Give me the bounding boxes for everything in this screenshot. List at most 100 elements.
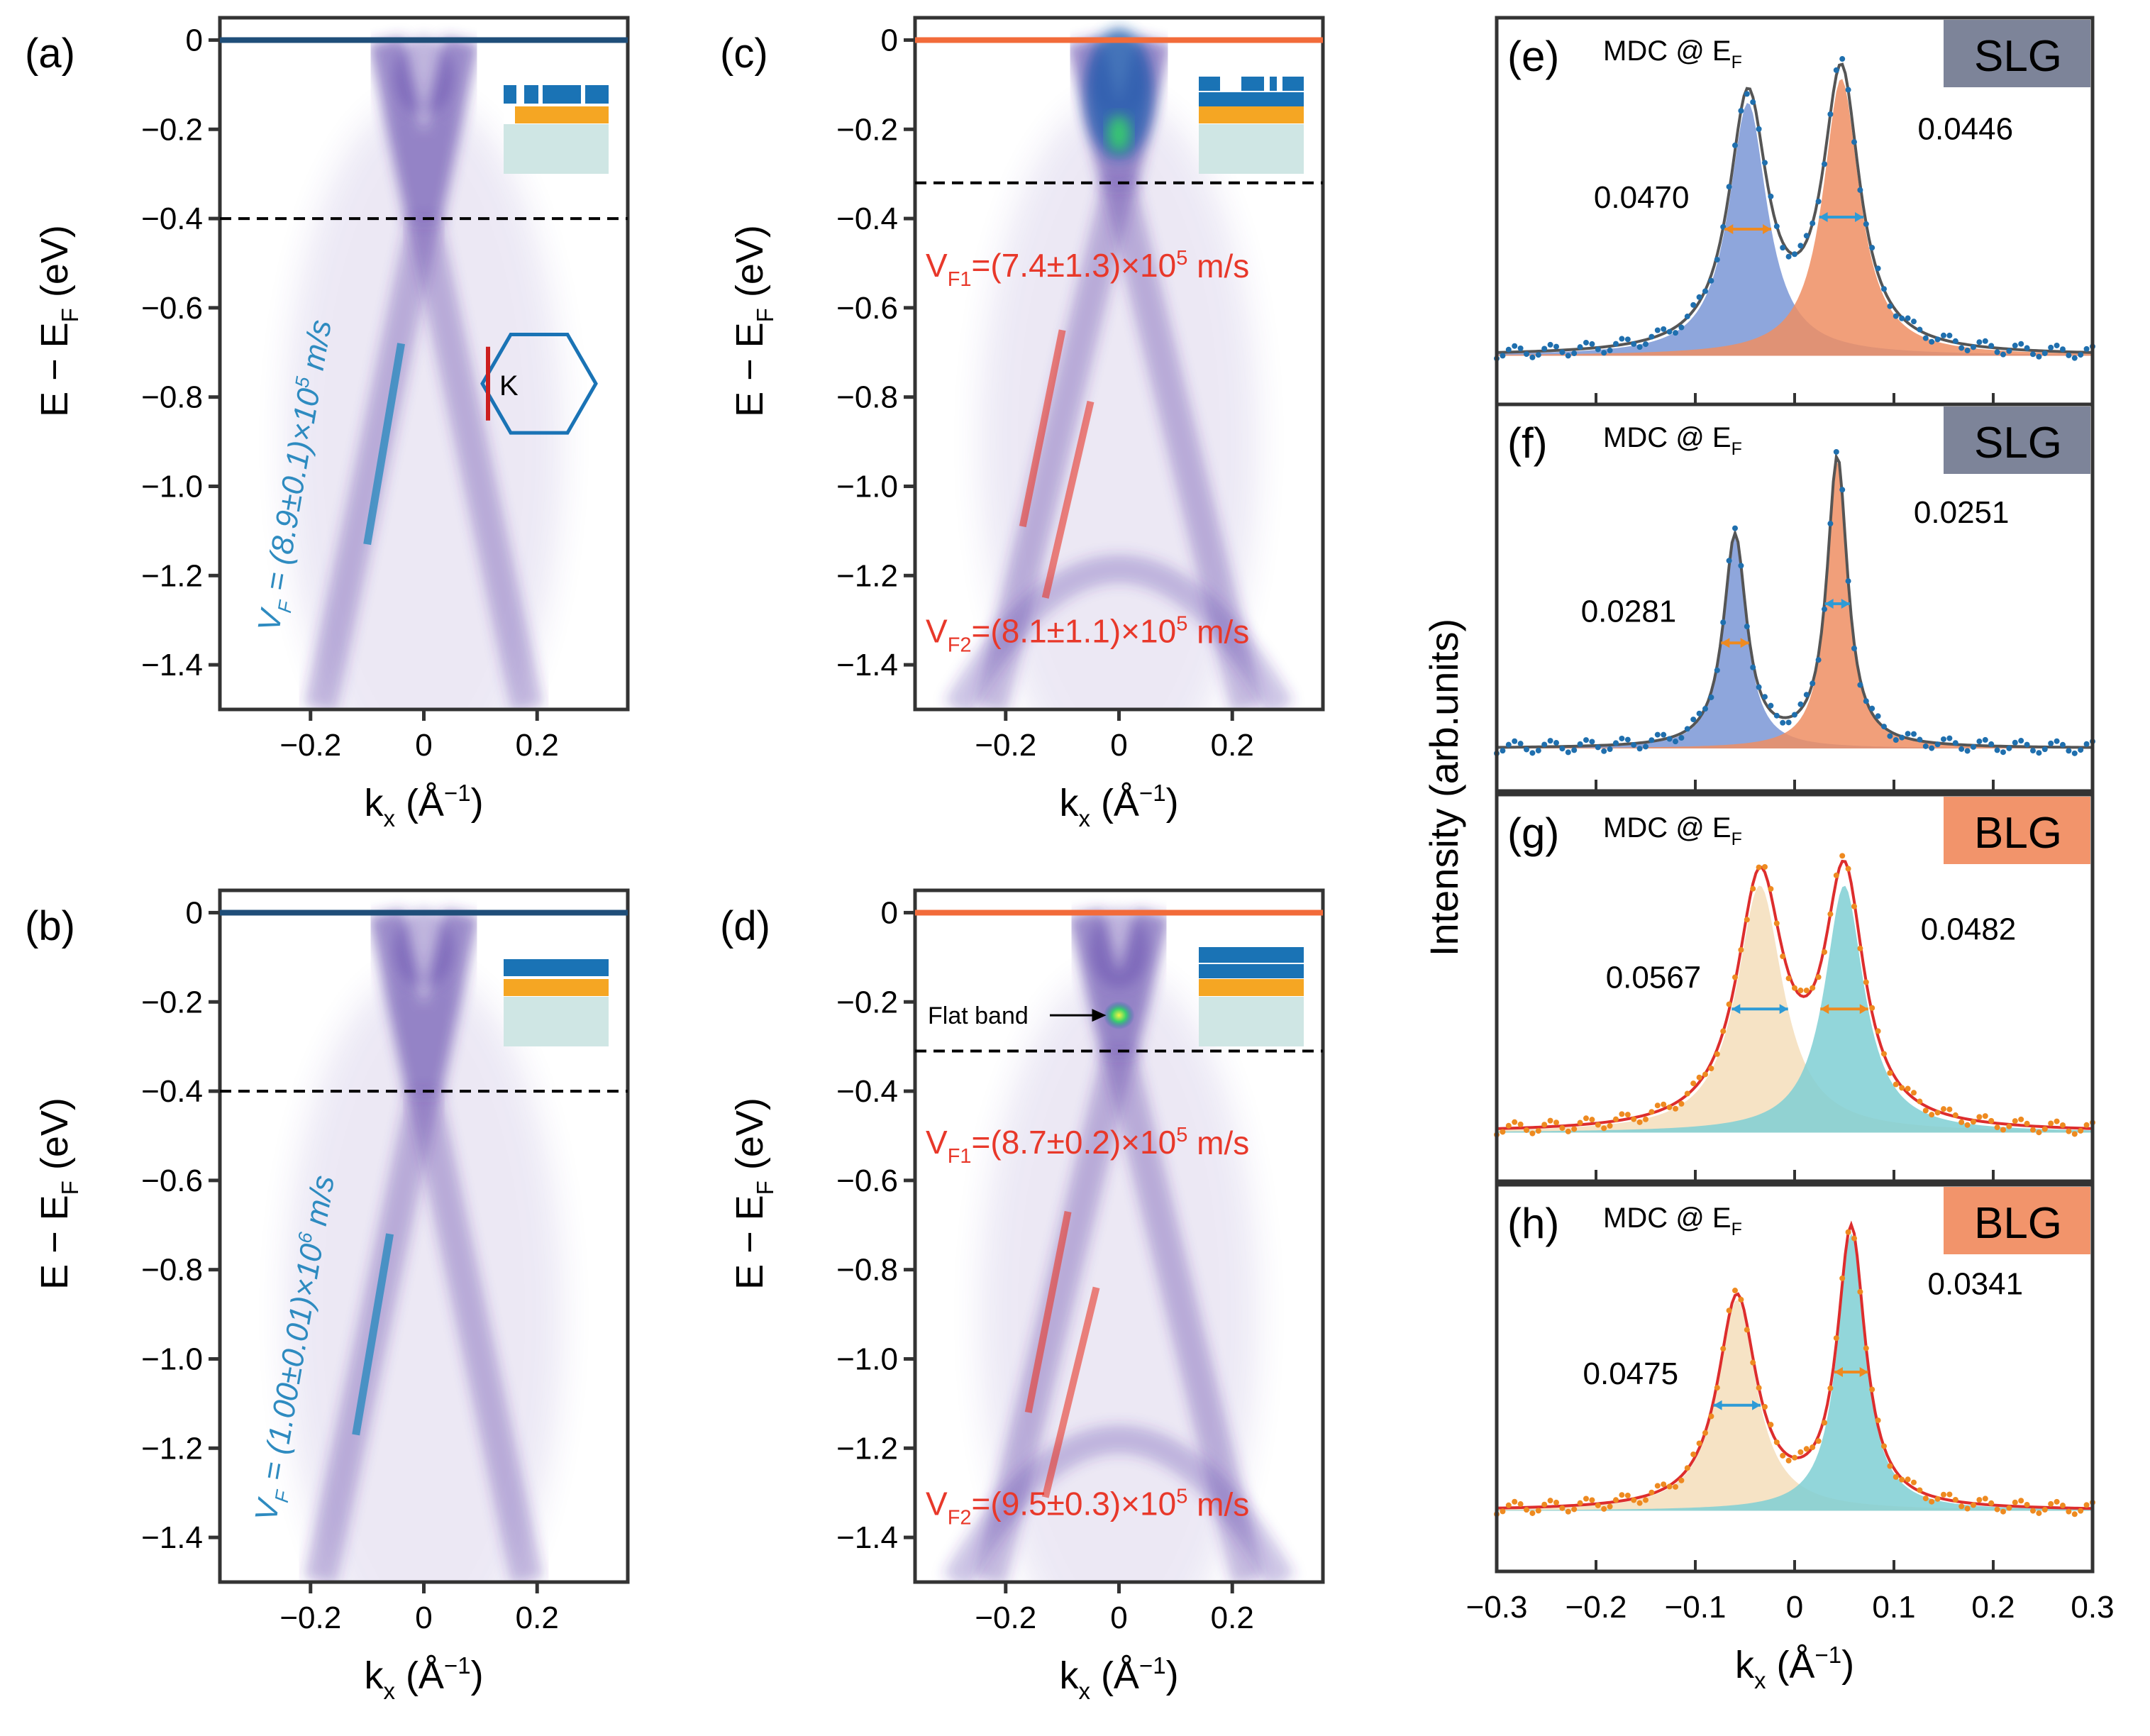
y-axis-label-part: E − E	[33, 322, 76, 417]
data-point	[1702, 288, 1708, 294]
data-point	[1792, 1454, 1797, 1461]
data-point	[1773, 920, 1780, 927]
panel-label: (g)	[1507, 809, 1559, 857]
y-tick-label-part: −0.8	[141, 1253, 203, 1288]
data-point	[1857, 1288, 1863, 1295]
data-point	[1839, 853, 1846, 859]
y-axis-label-part: F	[57, 308, 83, 322]
fwhm-label-part: 0.0281	[1581, 594, 1677, 629]
y-tick-label: −1.4	[836, 1520, 898, 1555]
data-point	[1982, 338, 1988, 344]
data-point	[1833, 448, 1839, 455]
data-point	[1917, 326, 1923, 333]
flat-band-spot	[1103, 1001, 1135, 1030]
data-point	[1559, 349, 1566, 355]
substrate-layer	[504, 124, 609, 174]
x-axis-label: kx (Å−1)	[1735, 1642, 1854, 1693]
data-point	[2048, 1120, 2054, 1127]
data-point	[1881, 724, 1887, 730]
x-tick-label-part: 0.3	[2071, 1590, 2114, 1625]
arpes-panel-a: 0 −0.2 −0.4 −0.6 −0.8 −1.0 −1.2 −1.4 −0.2 0 0.2 kx …	[25, 16, 630, 831]
fwhm-arrowhead	[1763, 224, 1772, 234]
x-tick-label: 0	[1110, 728, 1127, 763]
data-point	[1673, 1105, 1678, 1112]
fwhm-label: 0.0446	[1918, 112, 2014, 147]
data-point	[1744, 917, 1750, 923]
data-point	[1780, 953, 1786, 960]
data-point	[1631, 1497, 1637, 1503]
y-tick-label: −1.2	[836, 558, 898, 593]
fitted-peak-1	[1497, 1300, 2093, 1511]
data-point	[1529, 750, 1536, 756]
data-point	[1958, 345, 1965, 351]
second-band	[944, 554, 1294, 709]
x-tick-label: 0.3	[2071, 1590, 2114, 1625]
layer-schematic	[1199, 947, 1304, 1046]
data-point	[2048, 740, 2054, 746]
data-point	[1702, 706, 1708, 712]
data-point	[1845, 866, 1851, 872]
data-point	[1636, 1119, 1643, 1125]
data-point	[1571, 1126, 1578, 1132]
data-point	[1875, 1028, 1881, 1034]
x-tick-label-part: −0.1	[1665, 1590, 1727, 1625]
data-point	[1976, 1497, 1983, 1503]
dirac-branch	[304, 215, 440, 709]
y-tick-label-part: 0	[881, 23, 898, 57]
data-point	[2036, 750, 2042, 756]
data-point	[1988, 741, 1995, 747]
x-tick-label: 0.2	[1211, 1600, 1254, 1635]
y-axis-label-part: (eV)	[33, 1098, 76, 1181]
data-point	[1696, 710, 1702, 717]
data-point	[2024, 741, 2030, 748]
y-axis-label-part: Intensity (arb.units)	[1422, 619, 1466, 956]
arpes-panels: 0 −0.2 −0.4 −0.6 −0.8 −1.0 −1.2 −1.4 −0.2 0 0.2 kx …	[25, 16, 1325, 1704]
fermi-velocity-label-1-part: F1	[948, 268, 972, 291]
fwhm-label-part: 0.0482	[1921, 912, 2017, 947]
data-point	[1851, 645, 1857, 651]
sample-tag-label-part: SLG	[1974, 32, 2062, 81]
data-point	[1738, 108, 1744, 114]
data-point	[1684, 1465, 1690, 1471]
graphene-patch	[504, 85, 516, 104]
data-point	[1708, 1066, 1714, 1072]
y-axis-label-part: (eV)	[728, 1098, 771, 1181]
y-tick-label-part: −0.2	[141, 112, 203, 147]
x-tick-label: −0.1	[1665, 1590, 1727, 1625]
x-axis-label-part: )	[1166, 781, 1179, 824]
data-point	[1792, 985, 1797, 991]
data-point	[1946, 1491, 1953, 1498]
data-point	[1815, 1438, 1822, 1444]
data-point	[1661, 1101, 1667, 1107]
data-point	[1619, 1492, 1625, 1498]
data-point	[2054, 1118, 2060, 1124]
data-point	[1971, 743, 1976, 750]
data-point	[1690, 1452, 1697, 1457]
fwhm-arrowhead	[1740, 638, 1749, 648]
panel-label: (d)	[720, 903, 770, 949]
x-tick-label: −0.2	[1566, 1590, 1627, 1625]
data-point	[1553, 1499, 1559, 1505]
y-tick-label-part: −0.6	[836, 291, 898, 326]
y-tick-label-part: −1.4	[836, 648, 898, 682]
data-point	[2066, 1128, 2072, 1134]
fwhm-arrowhead	[1779, 1004, 1788, 1014]
data-point	[1863, 1345, 1869, 1351]
data-point	[1654, 731, 1661, 738]
data-point	[1833, 1335, 1839, 1342]
y-tick-label-part: −1.0	[836, 1342, 898, 1376]
data-point	[2000, 1127, 2006, 1133]
y-tick-label: −0.6	[836, 1163, 898, 1198]
data-point	[1512, 1119, 1518, 1125]
data-point	[1678, 1477, 1685, 1483]
data-point	[1505, 1502, 1512, 1508]
fwhm-arrowhead	[1859, 1004, 1868, 1014]
data-point	[1726, 558, 1732, 564]
data-point	[1500, 353, 1506, 359]
data-point	[1535, 352, 1541, 358]
fwhm-label-part: 0.0567	[1606, 960, 1702, 995]
data-point	[1869, 705, 1875, 712]
data-point	[1768, 1422, 1774, 1428]
data-point	[1577, 1119, 1583, 1126]
x-tick-label: 0.2	[1211, 728, 1254, 763]
